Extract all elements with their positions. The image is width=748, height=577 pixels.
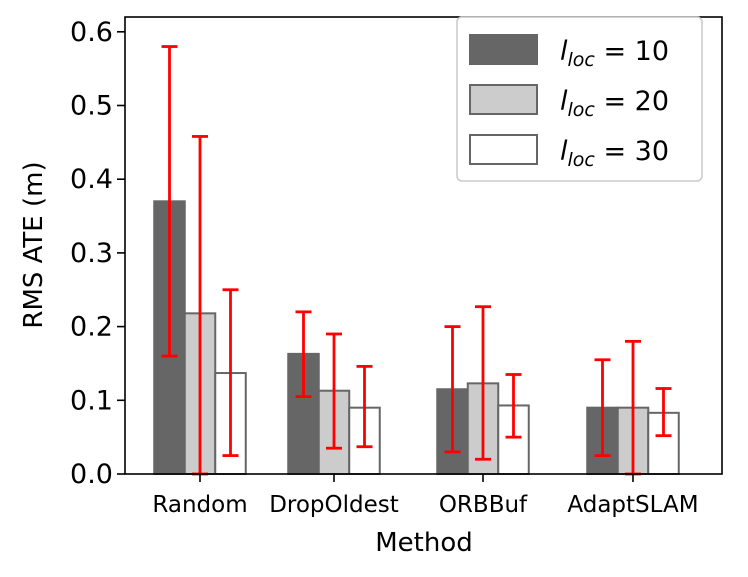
- x-tick-label-orbbuf: ORBBuf: [439, 492, 528, 518]
- y-tick-label: 0.3: [70, 238, 113, 269]
- x-tick-label-dropoldest: DropOldest: [269, 492, 399, 518]
- bars-group: [153, 200, 680, 476]
- error-bar-orbbuf-s1: [444, 325, 461, 454]
- legend-label-1: lloc = 10: [560, 36, 669, 71]
- y-tick-label: 0.2: [70, 312, 113, 343]
- y-tick-label: 0.1: [70, 385, 113, 416]
- legend-swatch-3: [469, 134, 538, 165]
- y-axis: 0.0 0.1 0.2 0.3 0.4 0.5 0.6: [70, 17, 125, 490]
- error-bar-adaptslam-s3: [655, 387, 672, 438]
- y-tick-label: 0.0: [70, 459, 113, 490]
- error-bar-dropoldest-s3: [356, 364, 373, 449]
- x-axis-title: Method: [375, 528, 473, 558]
- error-bar-adaptslam-s1: [594, 358, 611, 457]
- x-axis: Random DropOldest ORBBuf AdaptSLAM: [152, 474, 699, 518]
- legend-label-2: lloc = 20: [560, 86, 669, 121]
- error-bar-random-s1: [161, 45, 178, 358]
- error-bar-random-s3: [222, 288, 239, 457]
- error-bar-dropoldest-s1: [295, 310, 312, 399]
- legend-label-3: lloc = 30: [560, 136, 669, 171]
- error-bars-group: [161, 45, 672, 476]
- legend-swatch-1: [469, 34, 538, 65]
- y-tick-label: 0.4: [70, 164, 113, 195]
- y-tick-label: 0.6: [70, 17, 113, 48]
- legend: lloc = 10 lloc = 20 lloc = 30: [456, 16, 703, 182]
- x-tick-label-adaptslam: AdaptSLAM: [567, 492, 698, 518]
- error-bar-orbbuf-s2: [475, 305, 491, 461]
- y-tick-label: 0.5: [70, 91, 113, 122]
- legend-swatch-2: [469, 84, 538, 115]
- y-axis-title: RMS ATE (m): [19, 161, 49, 328]
- plot-frame: [124, 16, 723, 475]
- error-bar-orbbuf-s3: [505, 373, 522, 439]
- x-tick-label-random: Random: [152, 492, 247, 518]
- error-bar-dropoldest-s2: [326, 332, 342, 450]
